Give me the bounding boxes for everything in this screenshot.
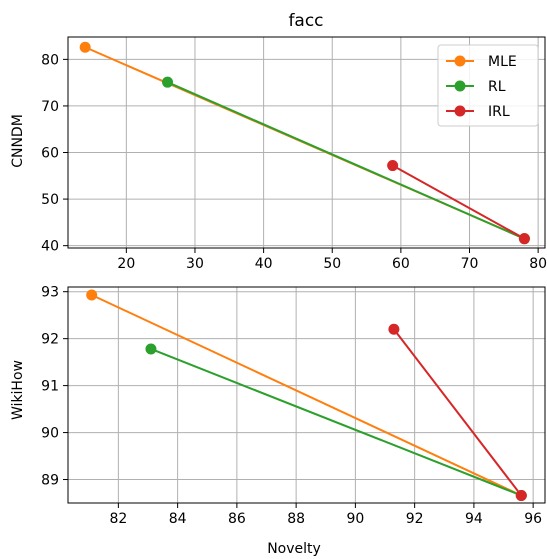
- top-y-tick-label: 60: [41, 146, 59, 162]
- top-x-tick-label: 30: [186, 256, 204, 272]
- chart-title: facc: [288, 11, 323, 31]
- top-point-irl: [518, 233, 530, 245]
- bottom-x-tick-label: 92: [406, 511, 424, 527]
- top-y-tick-label: 80: [41, 52, 59, 68]
- legend-marker-irl: [454, 105, 466, 117]
- bottom-point-irl: [515, 489, 527, 501]
- bottom-x-tick-label: 82: [109, 511, 127, 527]
- bottom-plot-area: 82 84 86 88 90 92 94 96 89 90 91 92 93: [41, 285, 546, 527]
- bottom-y-tick-label: 90: [41, 426, 59, 442]
- bottom-series-line-irl: [393, 328, 523, 497]
- legend-marker-rl: [454, 80, 466, 92]
- chart-legend: MLE RL IRL: [437, 44, 539, 127]
- bottom-y-tick-label: 91: [41, 379, 59, 395]
- top-y-tick-label: 70: [41, 99, 59, 115]
- bottom-y-tick-label: 92: [41, 332, 59, 348]
- legend-marker-mle: [454, 55, 466, 67]
- legend-label-irl: IRL: [488, 104, 510, 120]
- top-y-axis-label: CNNDM: [10, 114, 26, 168]
- bottom-x-tick-label: 96: [524, 511, 542, 527]
- legend-label-mle: MLE: [488, 54, 517, 70]
- bottom-x-axis-label: Novelty: [267, 541, 321, 557]
- bottom-x-tick-label: 90: [346, 511, 364, 527]
- bottom-series-line-rl: [150, 348, 522, 497]
- bottom-x-tick-label: 84: [169, 511, 187, 527]
- bottom-y-axis-label: WikiHow: [10, 360, 26, 420]
- top-series-line-irl: [392, 164, 525, 240]
- bottom-series-line-mle: [91, 294, 522, 497]
- bottom-x-tick-label: 88: [287, 511, 305, 527]
- top-x-tick-label: 70: [461, 256, 479, 272]
- top-x-tick-label: 60: [392, 256, 410, 272]
- top-point-mle: [79, 41, 91, 53]
- top-x-tick-label: 50: [323, 256, 341, 272]
- bottom-axes-frame: [67, 286, 546, 504]
- top-y-tick-label: 40: [41, 239, 59, 255]
- bottom-y-tick-label: 89: [41, 473, 59, 489]
- top-series-line-rl: [167, 81, 525, 240]
- bottom-point-mle: [86, 289, 98, 301]
- bottom-point-irl: [388, 323, 400, 335]
- bottom-y-tick-label: 93: [41, 285, 59, 301]
- top-point-rl: [162, 76, 174, 88]
- bottom-point-rl: [145, 343, 157, 355]
- top-point-irl: [387, 160, 399, 172]
- top-x-tick-label: 20: [117, 256, 135, 272]
- bottom-x-tick-label: 86: [228, 511, 246, 527]
- top-x-tick-label: 40: [255, 256, 273, 272]
- top-x-tick-label: 80: [529, 256, 547, 272]
- bottom-x-tick-label: 94: [465, 511, 483, 527]
- top-y-tick-label: 50: [41, 192, 59, 208]
- top-axes-frame: [67, 36, 546, 249]
- legend-label-rl: RL: [488, 79, 506, 95]
